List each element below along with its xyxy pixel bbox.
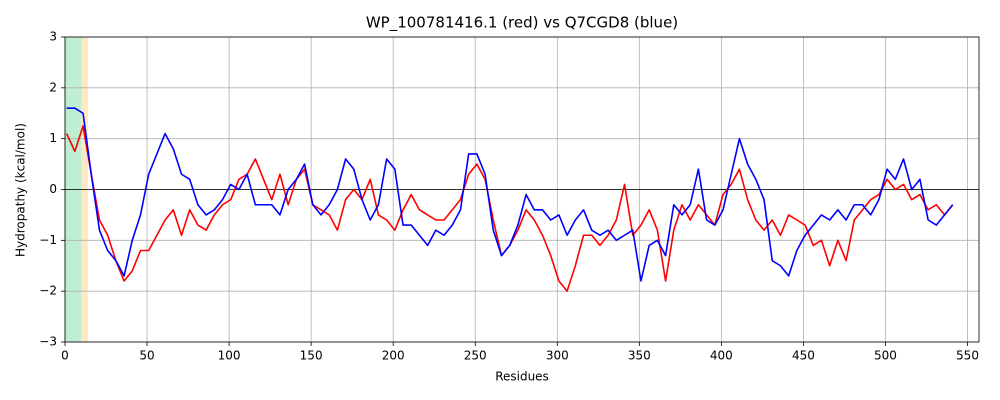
y-tick-label: 3 [49, 30, 57, 44]
x-axis-label: Residues [495, 370, 549, 384]
y-tick-label: 0 [49, 182, 57, 196]
chart-title: WP_100781416.1 (red) vs Q7CGD8 (blue) [366, 14, 678, 33]
x-tick-label: 100 [218, 349, 241, 363]
y-tick-label: 2 [49, 80, 57, 94]
x-tick-label: 250 [464, 349, 487, 363]
data-line [65, 125, 954, 292]
data-line [66, 107, 954, 282]
y-tick-label: −1 [39, 233, 57, 247]
y-axis-label: Hydropathy (kcal/mol) [14, 123, 28, 257]
x-tick-label: 450 [792, 349, 815, 363]
x-tick-label: 300 [546, 349, 569, 363]
y-tick-label: −3 [39, 335, 57, 349]
x-tick-label: 500 [874, 349, 897, 363]
x-tick-label: 400 [710, 349, 733, 363]
x-tick-label: 350 [628, 349, 651, 363]
plot-frame [64, 36, 980, 343]
x-tick-label: 550 [956, 349, 979, 363]
x-tick-label: 150 [300, 349, 323, 363]
x-tick-label: 50 [139, 349, 154, 363]
y-tick-label: −2 [39, 284, 57, 298]
x-tick-label: 0 [61, 349, 69, 363]
y-tick-label: 1 [49, 131, 57, 145]
x-tick-label: 200 [382, 349, 405, 363]
